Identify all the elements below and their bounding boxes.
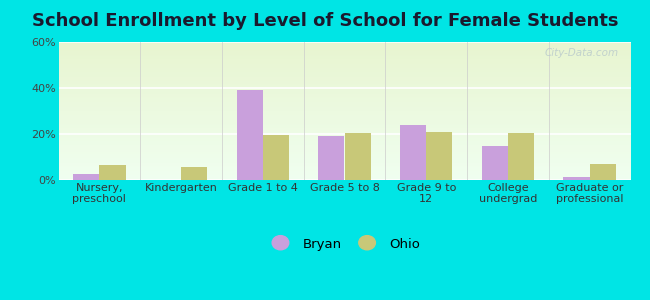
Bar: [99, 165, 125, 180]
Text: School Enrollment by Level of School for Female Students: School Enrollment by Level of School for…: [32, 12, 618, 30]
Bar: [482, 146, 508, 180]
Bar: [590, 164, 616, 180]
Bar: [318, 136, 344, 180]
Bar: [508, 133, 534, 180]
Bar: [237, 90, 263, 180]
Bar: [181, 167, 207, 180]
Text: City-Data.com: City-Data.com: [545, 47, 619, 58]
Legend: Bryan, Ohio: Bryan, Ohio: [263, 232, 426, 256]
Bar: [263, 135, 289, 180]
Bar: [426, 132, 452, 180]
Bar: [344, 133, 370, 180]
Bar: [400, 125, 426, 180]
Bar: [564, 176, 590, 180]
Bar: [73, 174, 99, 180]
